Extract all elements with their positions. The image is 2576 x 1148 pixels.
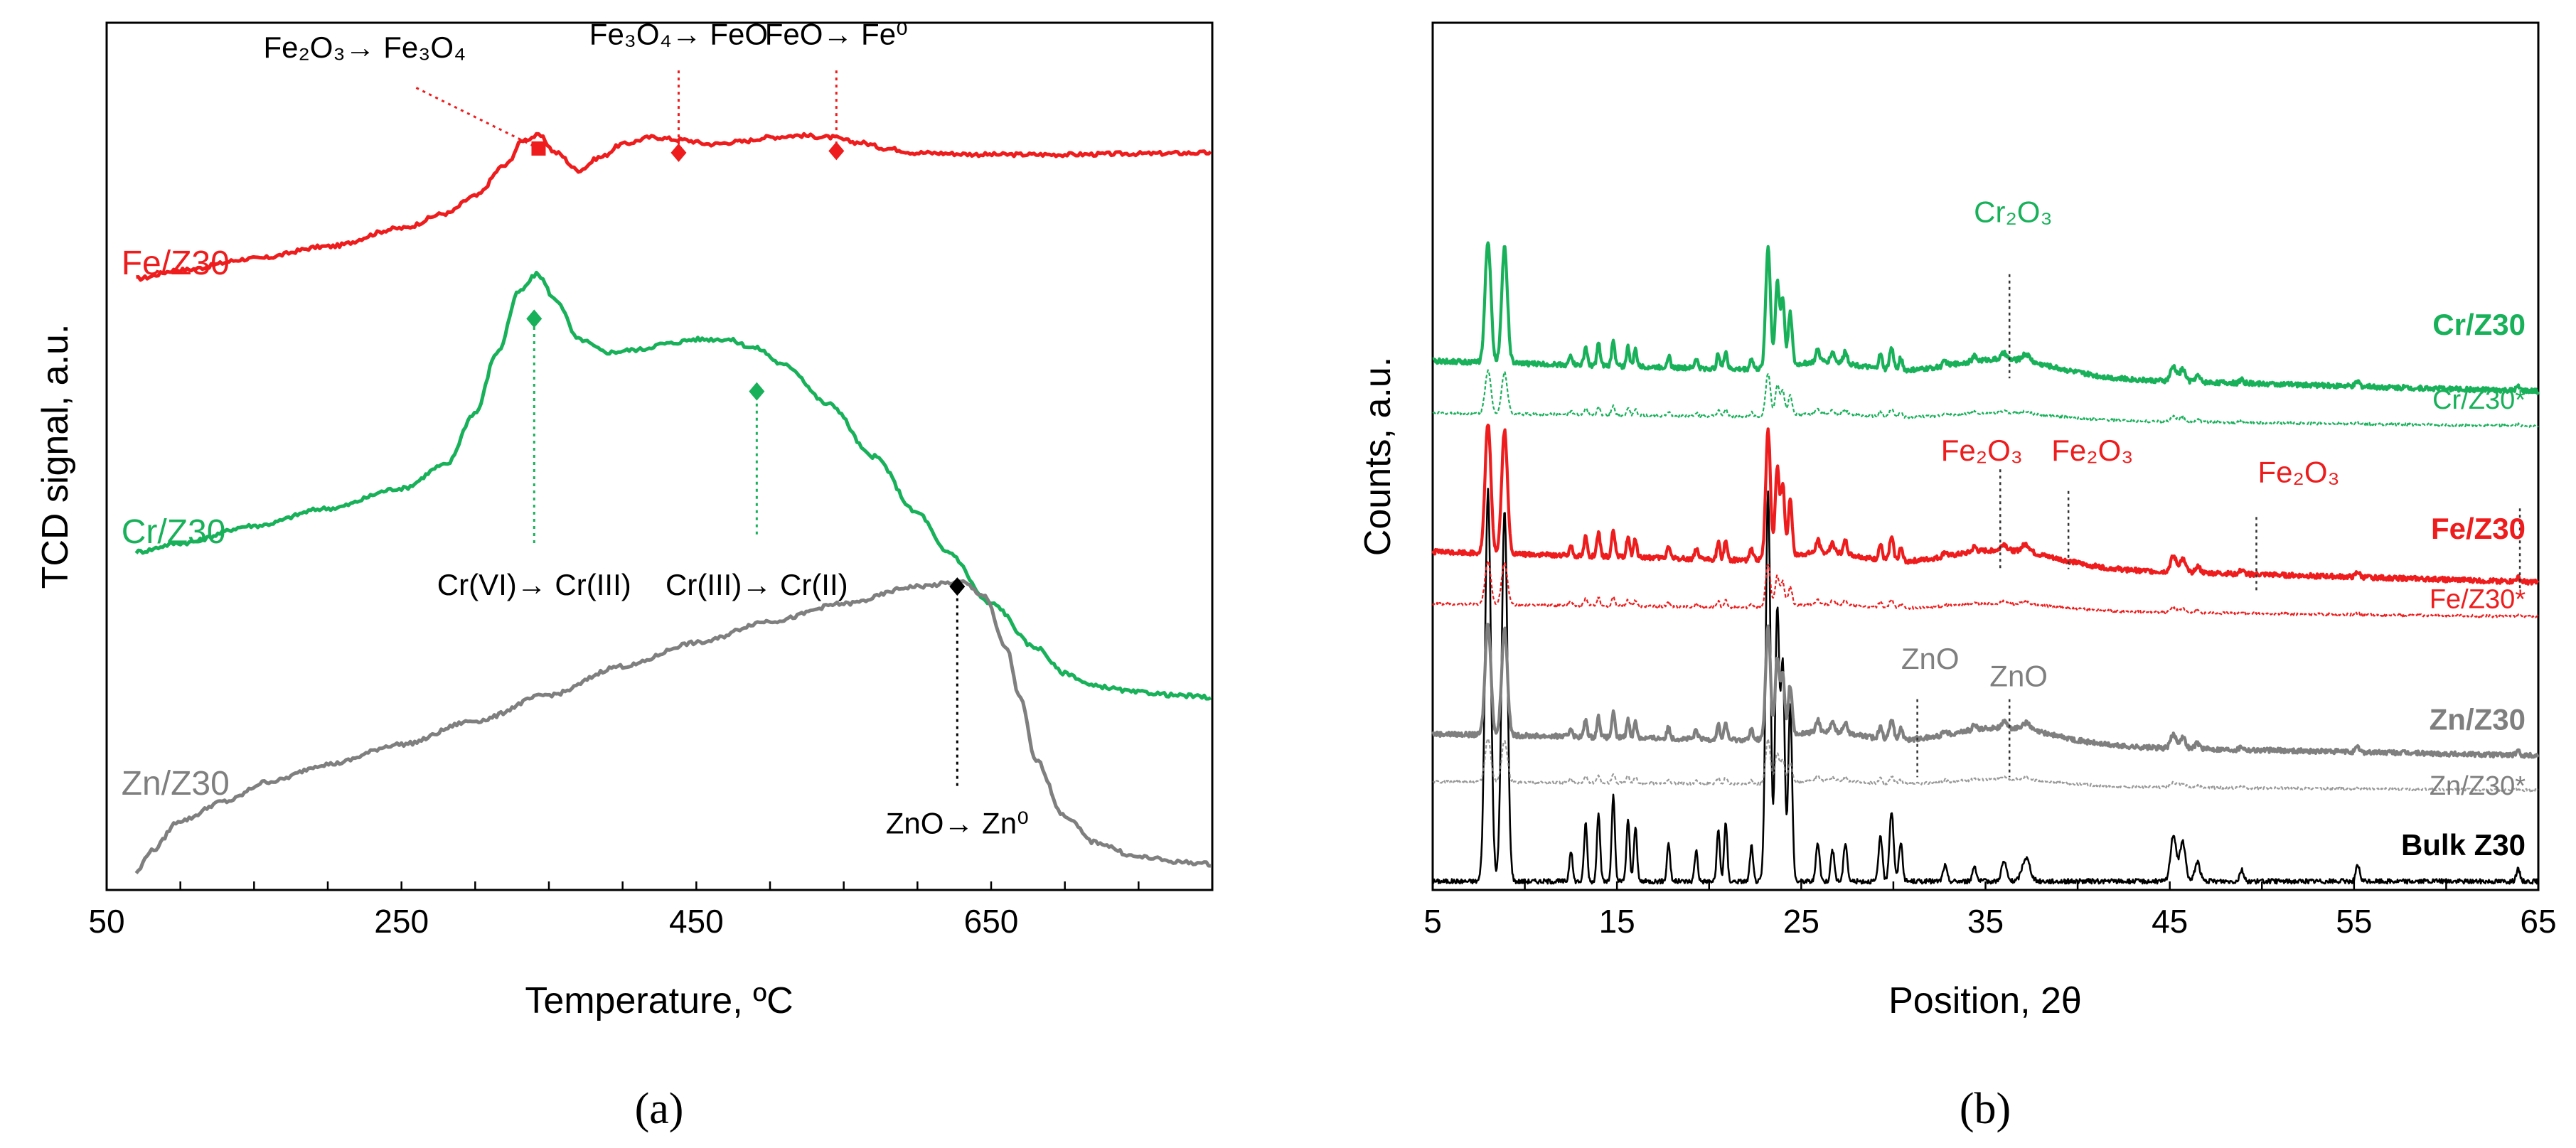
chart-b-x-tick-label: 65	[2520, 903, 2556, 940]
chart-b-x-tick-label: 55	[2336, 903, 2372, 940]
chart-a-annotation-leader	[415, 87, 540, 150]
chart-a-annotation-marker	[828, 141, 845, 161]
chart-a-annotation-marker	[749, 382, 765, 401]
chart-b-y-axis-label: Counts, a.u.	[1357, 357, 1399, 556]
chart-b-phase-label: Fe₂O₃	[2258, 456, 2340, 489]
chart-b-x-tick-label: 15	[1599, 903, 1635, 940]
chart-b-panel-label: (b)	[1960, 1085, 2011, 1133]
chart-b-series-line-fe	[1431, 423, 2540, 586]
chart-a-y-axis-label: TCD signal, a.u.	[35, 324, 76, 589]
chart-b-x-tick-label: 45	[2152, 903, 2188, 940]
chart-b-series-label-cr: Cr/Z30	[2432, 308, 2526, 341]
chart-b-series-label-bulk: Bulk Z30	[2401, 828, 2526, 862]
chart-b-x-tick-label: 5	[1423, 903, 1442, 940]
chart-a-annotation-marker	[670, 143, 687, 162]
chart-a-panel-label: (a)	[635, 1085, 684, 1133]
chart-a-annotation-label: Fe₂O₃→ Fe₃O₄	[263, 31, 466, 64]
chart-a-annotation-label: Cr(III)→ Cr(II)	[666, 568, 848, 601]
chart-b-phase-label: Cr₂O₃	[1974, 195, 2052, 229]
chart-a-annotation-marker	[531, 141, 546, 156]
chart-a-series-group	[134, 132, 1212, 874]
chart-a-x-tick-label: 650	[964, 903, 1019, 940]
chart-b-x-axis-label: Position, 2θ	[1888, 980, 2082, 1021]
chart-a-series-line-cr	[134, 270, 1212, 701]
chart-a-series-line-zn	[134, 579, 1211, 874]
chart-a-series-line-fe	[136, 132, 1212, 282]
chart-b-series-line-zn_star	[1432, 737, 2539, 793]
chart-a-annotation-label: Fe₃O₄→ FeO	[589, 18, 768, 51]
chart-a-x-axis-ticks: 50 250 450 650	[88, 881, 1214, 940]
chart-b-series-line-fe_star	[1432, 559, 2539, 619]
chart-a-plot-frame	[105, 21, 1214, 891]
chart-a-series-label-fe: Fe/Z30	[122, 245, 230, 282]
chart-a-series-label-cr: Cr/Z30	[122, 513, 226, 551]
chart-b-series-line-cr_star	[1432, 369, 2539, 429]
chart-b-panel: Cr₂O₃ Fe₂O₃ Fe₂O₃ Fe₂O₃ ZnO ZnO Cr/Z30 Cr/Z30*…	[1357, 21, 2557, 1133]
chart-a-annotation-label: FeO→ Fe⁰	[765, 18, 908, 51]
chart-b-x-tick-label: 35	[1967, 903, 2004, 940]
chart-b-series-label-cr_star: Cr/Z30*	[2432, 385, 2526, 415]
chart-b-phase-label: ZnO	[1901, 642, 1960, 675]
chart-b-series-group	[1431, 241, 2540, 885]
chart-a-annotation-label: Cr(VI)→ Cr(III)	[437, 568, 631, 601]
chart-a-annotation-label: ZnO→ Zn⁰	[886, 807, 1029, 840]
chart-a-series-labels-group: Fe/Z30 Cr/Z30 Zn/Z30	[122, 245, 230, 803]
chart-a-series-label-zn: Zn/Z30	[122, 765, 230, 803]
chart-b-series-labels-group: Cr/Z30 Cr/Z30* Fe/Z30 Fe/Z30* Zn/Z30 Zn/Z30* B…	[2401, 308, 2526, 862]
chart-b-series-label-zn: Zn/Z30	[2430, 702, 2526, 736]
chart-a-x-axis-label: Temperature, ºC	[525, 980, 793, 1021]
chart-a-x-tick-label: 50	[88, 903, 124, 940]
chart-b-phase-label: Fe₂O₃	[2051, 434, 2133, 467]
chart-a-x-tick-label: 250	[374, 903, 429, 940]
chart-b-x-axis-ticks: 5 15 25 35 45 55 65	[1423, 881, 2557, 940]
chart-b-series-label-zn_star: Zn/Z30*	[2430, 771, 2526, 801]
chart-b-series-line-bulk	[1432, 488, 2540, 885]
chart-b-series-label-fe_star: Fe/Z30*	[2430, 585, 2526, 615]
chart-b-series-line-cr	[1431, 241, 2540, 395]
chart-a-x-tick-label: 450	[669, 903, 724, 940]
chart-b-phase-label: Fe₂O₃	[1941, 434, 2023, 467]
chart-b-x-tick-label: 25	[1783, 903, 1819, 940]
chart-b-series-line-zn	[1431, 623, 2540, 759]
chart-a-annotation-marker	[526, 309, 543, 328]
chart-b-reference-lines-group: Cr₂O₃ Fe₂O₃ Fe₂O₃ Fe₂O₃ ZnO ZnO	[1901, 195, 2521, 778]
chart-b-series-label-fe: Fe/Z30	[2431, 512, 2526, 545]
chart-b-phase-label: ZnO	[1989, 659, 2048, 692]
chart-a-annotation-marker	[949, 577, 966, 596]
